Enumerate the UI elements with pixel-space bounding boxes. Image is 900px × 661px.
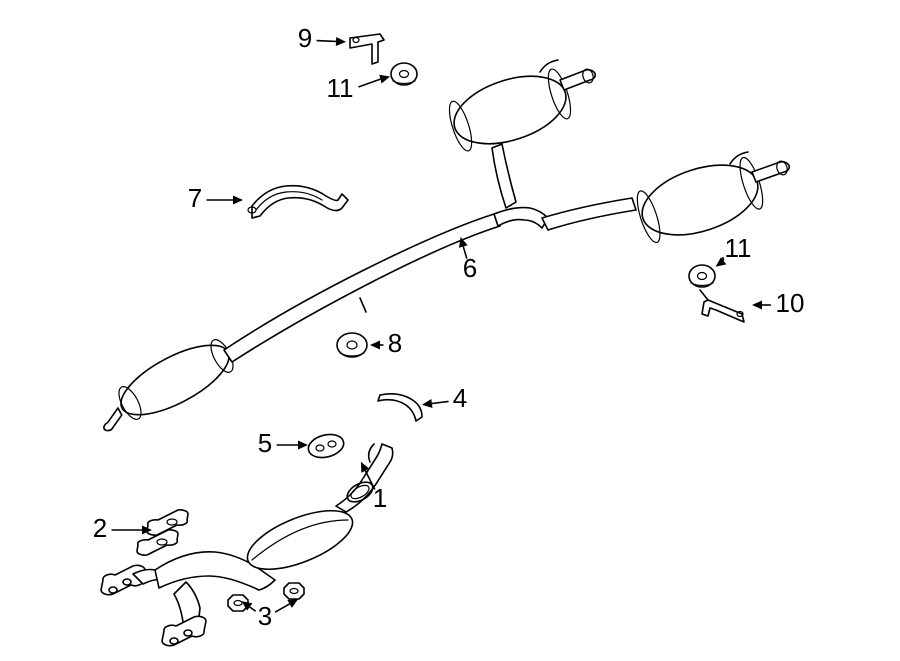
callout-arrowhead bbox=[336, 37, 346, 46]
callout-arrowhead bbox=[752, 301, 762, 310]
parts-diagram: 1 2 3 4 5 6 7 8 9 10 11 11 bbox=[0, 0, 900, 661]
callout-arrowhead bbox=[370, 341, 380, 350]
callout-arrow bbox=[432, 401, 449, 403]
part-heat-shield-strip bbox=[378, 394, 422, 421]
part-muffler-assy bbox=[99, 60, 790, 432]
part-insulator-5 bbox=[306, 431, 346, 461]
part-insulator-11a bbox=[391, 63, 417, 85]
callout-label-4: 4 bbox=[453, 383, 467, 413]
callout-arrowhead bbox=[422, 399, 432, 408]
callout-label-9: 9 bbox=[298, 23, 312, 53]
callout-label-1: 1 bbox=[373, 483, 387, 513]
callout-label-5: 5 bbox=[258, 428, 272, 458]
part-insulator-8 bbox=[337, 333, 367, 357]
callout-arrow bbox=[250, 607, 256, 611]
part-hanger-bracket-right bbox=[700, 290, 744, 322]
callout-arrow bbox=[317, 41, 336, 42]
callout-label-2: 2 bbox=[93, 513, 107, 543]
callout-label-8: 8 bbox=[388, 328, 402, 358]
callout-arrowhead bbox=[379, 75, 390, 84]
callout-label-11a: 11 bbox=[327, 73, 354, 103]
callout-label-10: 10 bbox=[776, 288, 805, 318]
callouts-layer: 1 2 3 4 5 6 7 8 9 10 11 11 bbox=[93, 23, 805, 631]
part-insulator-11b bbox=[689, 265, 715, 287]
callout-arrowhead bbox=[233, 196, 243, 205]
callout-arrow bbox=[358, 79, 380, 87]
callout-label-3: 3 bbox=[258, 601, 272, 631]
part-hanger-bracket-left bbox=[350, 34, 384, 64]
callout-label-11b: 11 bbox=[725, 233, 752, 263]
callout-label-6: 6 bbox=[463, 253, 477, 283]
part-heat-shield-bracket bbox=[248, 186, 348, 218]
callout-arrowhead bbox=[298, 441, 308, 450]
callout-arrow bbox=[275, 604, 290, 612]
callout-label-7: 7 bbox=[188, 183, 202, 213]
